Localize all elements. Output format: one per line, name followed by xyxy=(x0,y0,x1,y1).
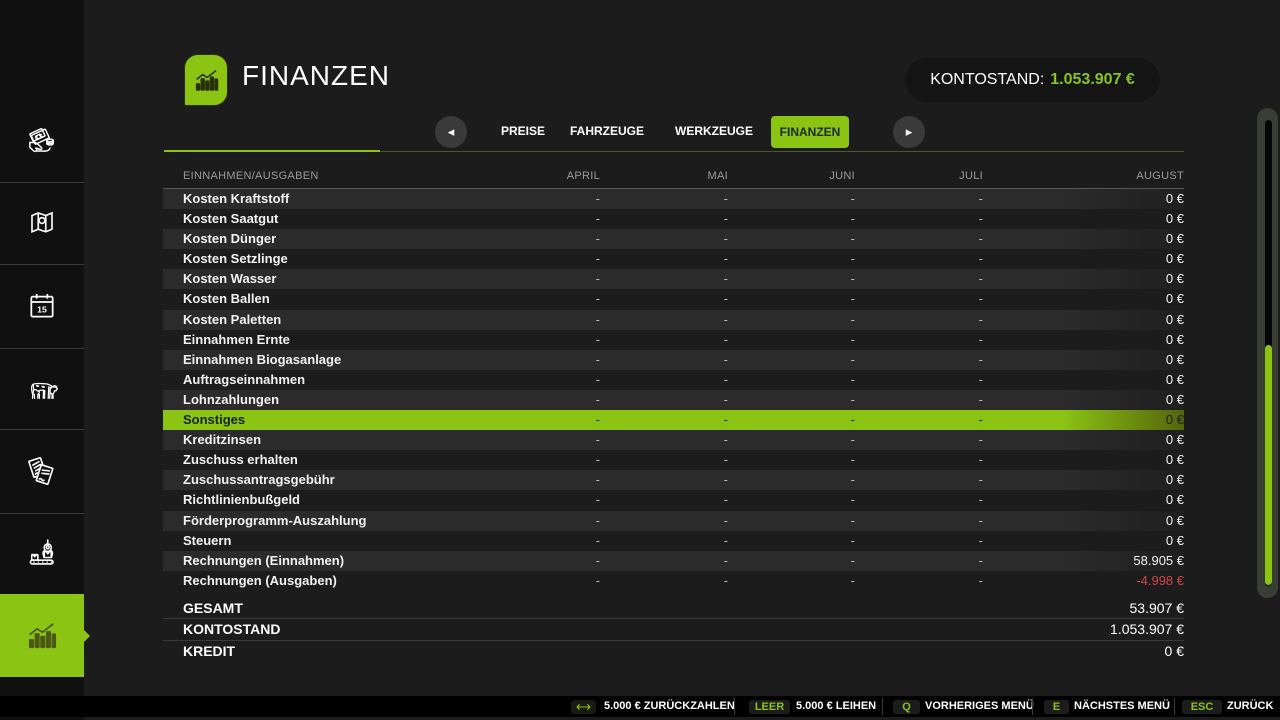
svg-text:15: 15 xyxy=(37,304,47,314)
